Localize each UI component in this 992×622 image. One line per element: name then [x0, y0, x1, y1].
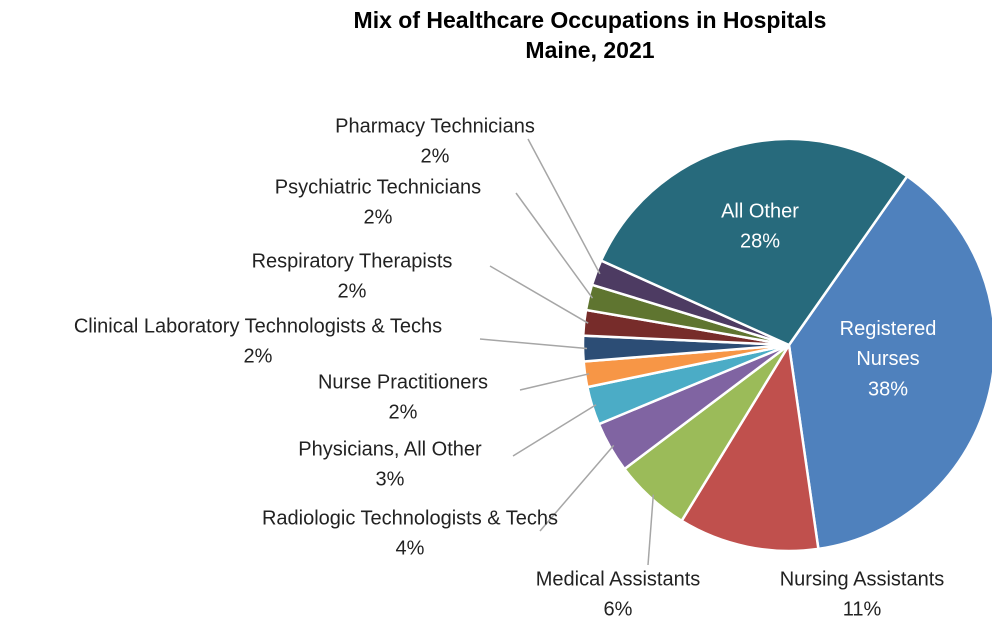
chart-title: Mix of Healthcare Occupations in Hospita…	[354, 7, 827, 33]
slice-label: Respiratory Therapists	[252, 250, 453, 272]
slice-value-label: 3%	[376, 468, 405, 490]
chart-subtitle: Maine, 2021	[525, 37, 654, 63]
leader-line	[489, 265, 589, 324]
slice-label: Physicians, All Other	[298, 438, 482, 460]
slice-label: Nurse Practitioners	[318, 371, 488, 393]
slice-label: Nursing Assistants	[780, 568, 945, 590]
pie-slice	[787, 174, 992, 551]
slice-label: Radiologic Technologists & Techs	[262, 507, 558, 529]
slice-value-label: 4%	[396, 537, 425, 559]
leader-line	[512, 404, 597, 457]
slice-label: Psychiatric Technicians	[275, 176, 481, 198]
slice-value-label: 2%	[338, 280, 367, 302]
slice-value-label: 38%	[868, 378, 908, 400]
slice-value-label: 6%	[604, 598, 633, 620]
slice-label: Pharmacy Technicians	[335, 115, 535, 137]
slice-value-label: 11%	[843, 598, 882, 620]
leader-line	[527, 138, 601, 275]
slice-value-label: 2%	[389, 401, 418, 423]
pie-slice	[599, 137, 909, 347]
slice-value-label: 28%	[740, 230, 780, 252]
leader-line	[515, 192, 594, 299]
slice-label: Clinical Laboratory Technologists & Tech…	[74, 315, 442, 337]
leader-line	[539, 444, 615, 532]
slice-value-label: 2%	[421, 145, 450, 167]
slice-label: Medical Assistants	[536, 568, 701, 590]
slice-value-label: 2%	[364, 206, 393, 228]
pie-slice	[679, 341, 820, 553]
slice-value-label: 2%	[244, 345, 273, 367]
leader-line	[647, 494, 655, 566]
slice-label: Registered Nurses	[840, 318, 937, 370]
leader-line	[519, 373, 590, 391]
slice-label: All Other	[721, 200, 799, 222]
leader-line	[479, 338, 588, 350]
